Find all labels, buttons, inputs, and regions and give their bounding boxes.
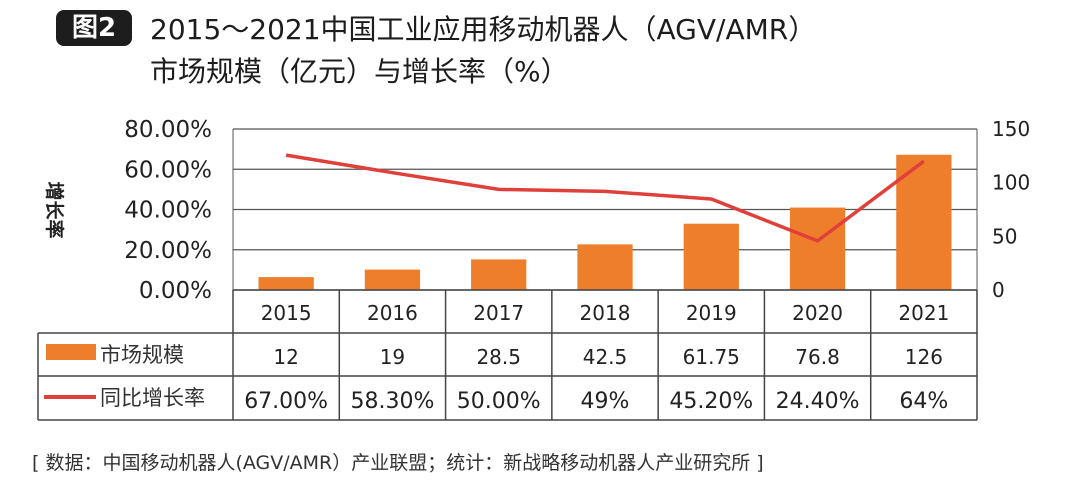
y-left-tick-label: 0.00% <box>139 278 212 304</box>
bar <box>471 259 527 290</box>
x-tick-label: 2016 <box>367 301 418 325</box>
y-right-tick-label: 50 <box>992 224 1017 248</box>
bar <box>789 207 846 290</box>
y-left-axis-title: 增长率 <box>43 181 66 238</box>
chart-title-line1: 2015～2021中国工业应用移动机器人（AGV/AMR） <box>150 13 817 46</box>
legend-line-label: 同比增长率 <box>100 386 205 410</box>
x-tick-label: 2017 <box>473 301 524 325</box>
y-right-tick-label: 100 <box>992 171 1030 195</box>
table-cell-growth-rate: 49% <box>581 389 630 414</box>
bar <box>577 244 633 290</box>
bar <box>258 277 314 290</box>
table-cell-market-size: 61.75 <box>683 345 740 369</box>
table-cell-growth-rate: 50.00% <box>457 389 541 414</box>
table-cell-market-size: 19 <box>380 345 405 369</box>
bar <box>683 223 739 290</box>
table-cell-growth-rate: 64% <box>899 389 948 414</box>
y-left-tick-label: 80.00% <box>124 117 212 143</box>
source-footer: [ 数据：中国移动机器人(AGV/AMR）产业联盟；统计：新战略移动机器人产业研… <box>32 452 764 474</box>
y-left-tick-label: 60.00% <box>124 157 212 183</box>
table-cell-market-size: 76.8 <box>795 345 840 369</box>
table-cell-market-size: 126 <box>905 345 943 369</box>
bar <box>896 154 952 290</box>
x-tick-label: 2021 <box>898 301 949 325</box>
figure-badge: 图2 <box>56 10 132 46</box>
y-left-tick-label: 20.00% <box>124 238 212 264</box>
table-cell-market-size: 42.5 <box>583 345 628 369</box>
legend-bar-swatch <box>46 344 96 360</box>
x-tick-label: 2015 <box>261 301 312 325</box>
y-left-tick-label: 40.00% <box>124 198 212 224</box>
table-cell-growth-rate: 58.30% <box>350 389 434 414</box>
legend-bar-label: 市场规模 <box>100 343 184 367</box>
chart-title-line2: 市场规模（亿元）与增长率（%） <box>150 55 569 88</box>
growth-line <box>285 153 925 243</box>
table-cell-market-size: 12 <box>273 345 298 369</box>
table-cell-market-size: 28.5 <box>476 345 521 369</box>
y-right-tick-label: 150 <box>992 117 1030 141</box>
bar <box>364 269 421 290</box>
x-tick-label: 2019 <box>686 301 737 325</box>
x-tick-label: 2018 <box>580 301 631 325</box>
x-tick-label: 2020 <box>792 301 843 325</box>
table-cell-growth-rate: 24.40% <box>776 389 860 414</box>
table-cell-growth-rate: 67.00% <box>244 389 328 414</box>
table-cell-growth-rate: 45.20% <box>669 389 753 414</box>
y-right-tick-label: 0 <box>992 278 1005 302</box>
